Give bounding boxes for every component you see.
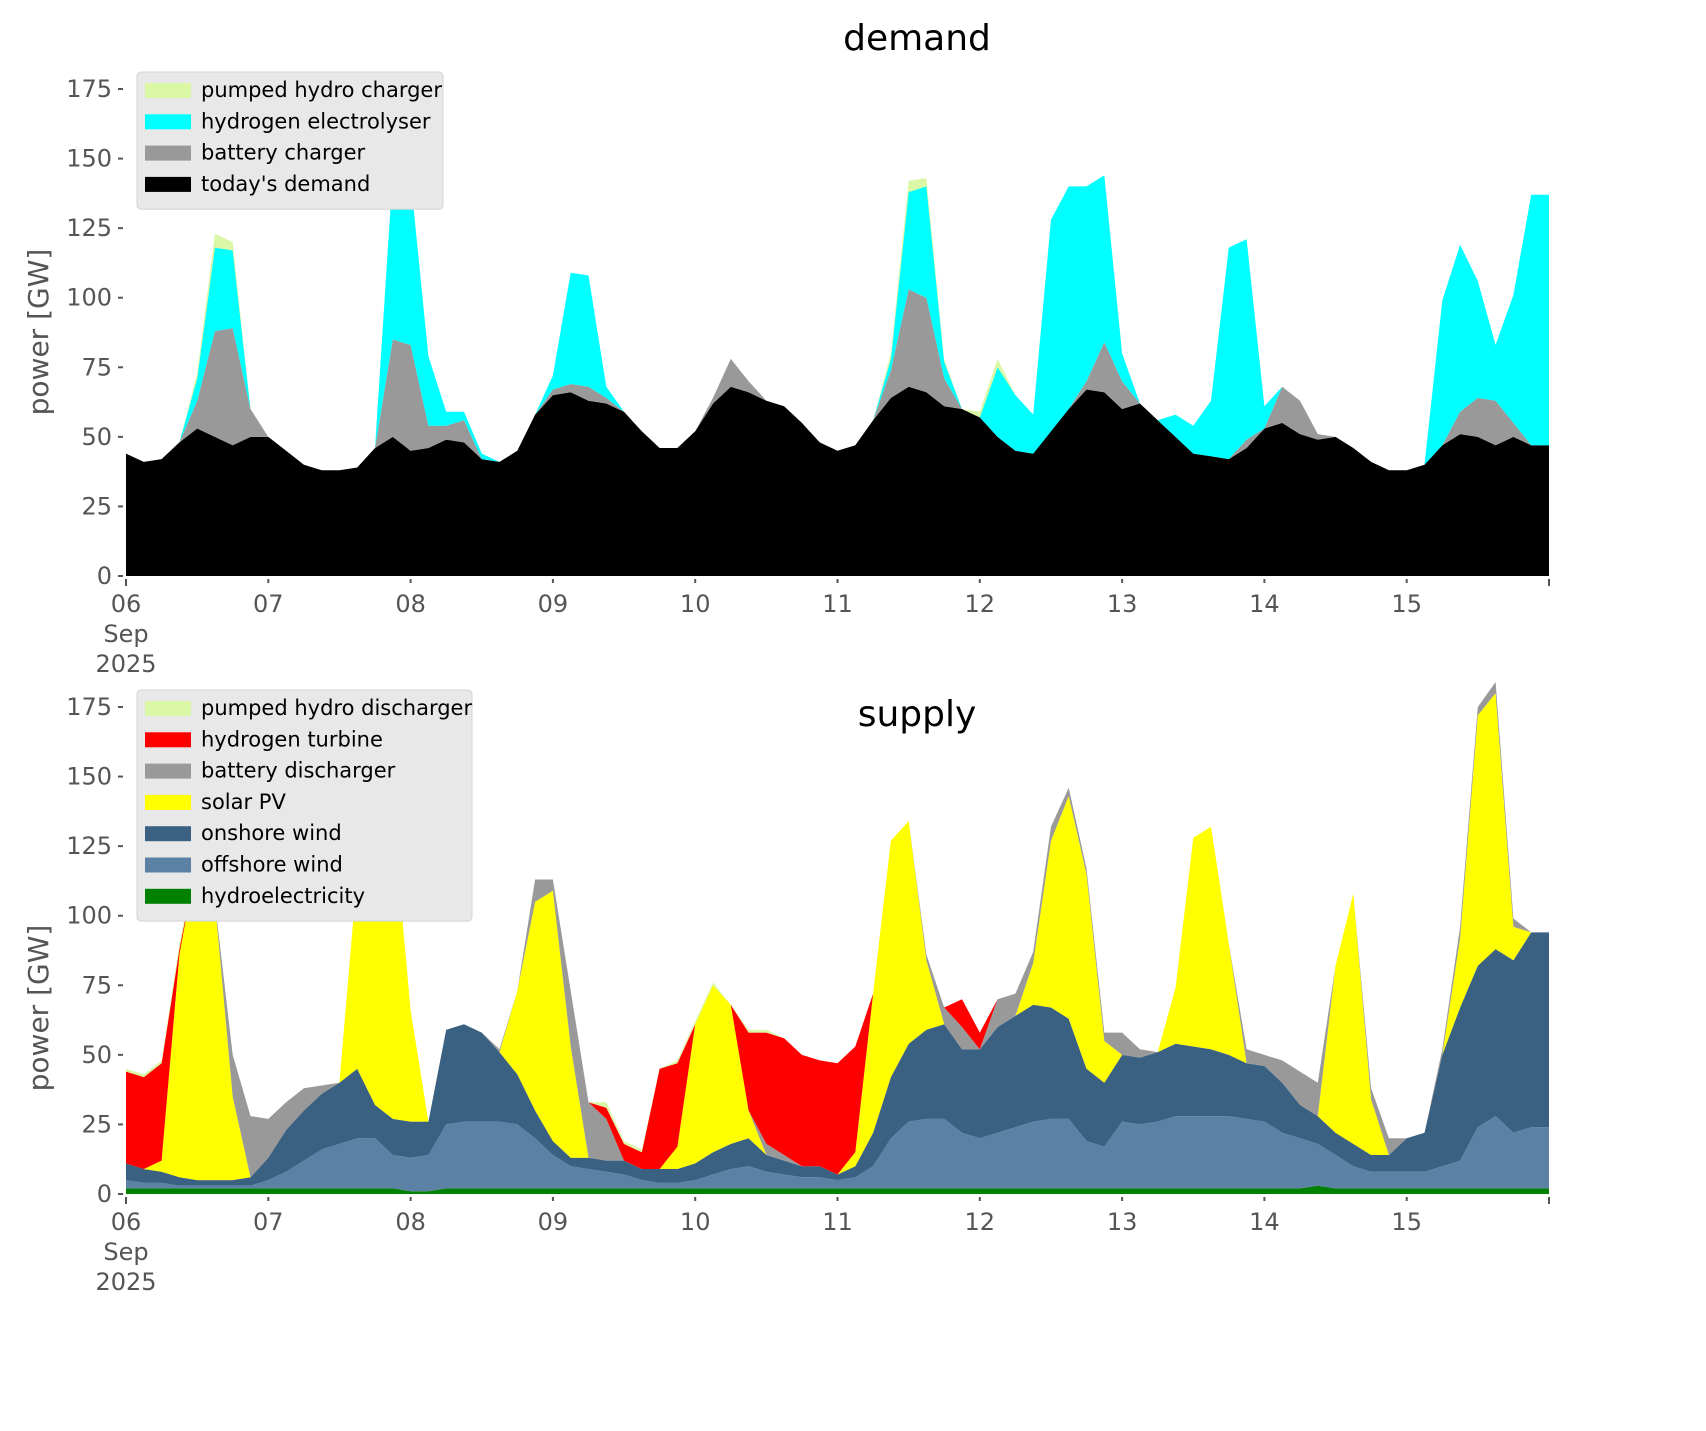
legend-label-pumped-hydro-discharger: pumped hydro discharger [201, 696, 472, 720]
y-tick-label: 25 [81, 1110, 112, 1138]
y-tick-label: 0 [97, 562, 112, 590]
legend-label-onshore-wind: onshore wind [201, 821, 342, 845]
legend-label-pumped-hydro-charger: pumped hydro charger [201, 78, 442, 102]
x-tick-label: 14 [1249, 1208, 1280, 1236]
legend-swatch-offshore-wind [145, 857, 191, 873]
y-tick-label: 100 [66, 284, 112, 312]
area-onshore-wind [126, 932, 1549, 1186]
demand-title: demand [843, 18, 991, 59]
legend-swatch-onshore-wind [145, 826, 191, 842]
x-tick-label: 13 [1107, 590, 1138, 618]
area-pumped-hydro-charger [126, 172, 1549, 471]
legend-swatch-battery-charger [145, 145, 191, 161]
x-tick-label: 13 [1107, 1208, 1138, 1236]
legend-label-battery-discharger: battery discharger [201, 759, 396, 783]
y-tick-label: 150 [66, 145, 112, 173]
area-today-s-demand [126, 386, 1549, 576]
x-tick-label: 15 [1391, 590, 1422, 618]
legend-swatch-battery-discharger [145, 763, 191, 779]
y-tick-label: 0 [97, 1180, 112, 1208]
legend-label-offshore-wind: offshore wind [201, 853, 343, 877]
x-tick-label: 06 [111, 590, 142, 618]
legend-label-hydrogen-electrolyser: hydrogen electrolyser [201, 109, 431, 133]
demand-y-axis-label: power [GW] [22, 249, 55, 416]
area-battery-charger [126, 289, 1549, 471]
legend-swatch-hydroelectricity [145, 888, 191, 904]
legend-swatch-solar-pv [145, 794, 191, 810]
legend-box [136, 71, 444, 210]
demand-y-ticks: 0 25 50 75 100 125 150 175 [66, 75, 123, 590]
area-hydroelectricity [126, 1185, 1549, 1194]
x-tick-label: 09 [538, 590, 569, 618]
legend-label-today-s-demand: today's demand [201, 172, 370, 196]
supply-y-axis-label: power [GW] [22, 925, 55, 1092]
y-tick-label: 150 [66, 763, 112, 791]
supply-areas [126, 682, 1549, 1194]
legend-label-solar-pv: solar PV [201, 790, 286, 814]
x-tick-label: 11 [822, 1208, 853, 1236]
x-tick-label: Sep [103, 1238, 148, 1266]
x-tick-label: 08 [395, 1208, 426, 1236]
x-tick-label: 14 [1249, 590, 1280, 618]
area-hydrogen-electrolyser [126, 172, 1549, 471]
legend-swatch-hydrogen-electrolyser [145, 114, 191, 130]
legend-label-battery-charger: battery charger [201, 141, 366, 165]
legend-label-hydroelectricity: hydroelectricity [201, 884, 365, 908]
legend-swatch-pumped-hydro-discharger [145, 701, 191, 716]
y-tick-label: 25 [81, 492, 112, 520]
x-tick-label: 15 [1391, 1208, 1422, 1236]
y-tick-label: 125 [66, 832, 112, 860]
y-tick-label: 50 [81, 1041, 112, 1069]
x-tick-label: 2025 [95, 650, 156, 678]
legend-label-hydrogen-turbine: hydrogen turbine [201, 727, 383, 751]
x-tick-label: 10 [680, 1208, 711, 1236]
legend-swatch-pumped-hydro-charger [145, 83, 191, 98]
area-battery-discharger [126, 682, 1549, 1178]
x-tick-label: 07 [253, 1208, 284, 1236]
x-tick-label: 10 [680, 590, 711, 618]
y-tick-label: 175 [66, 75, 112, 103]
x-tick-label: 11 [822, 590, 853, 618]
y-tick-label: 100 [66, 902, 112, 930]
x-tick-label: 2025 [95, 1268, 156, 1296]
y-tick-label: 75 [81, 971, 112, 999]
area-offshore-wind [126, 1116, 1549, 1192]
demand-legend: pumped hydro charger hydrogen electrolyse… [136, 71, 444, 210]
x-tick-label: 09 [538, 1208, 569, 1236]
demand-areas [126, 172, 1549, 576]
y-tick-label: 75 [81, 353, 112, 381]
legend-swatch-today-s-demand [145, 176, 191, 192]
area-hydrogen-turbine [126, 682, 1549, 1175]
y-tick-label: 175 [66, 693, 112, 721]
x-tick-label: 07 [253, 590, 284, 618]
x-tick-label: Sep [103, 620, 148, 648]
x-tick-label: 12 [965, 590, 996, 618]
supply-legend: pumped hydro discharger hydrogen turbine b… [136, 689, 473, 922]
legend-box [136, 689, 473, 922]
supply-y-ticks: 0 25 50 75 100 125 150 175 [66, 693, 123, 1208]
legend-swatch-hydrogen-turbine [145, 732, 191, 748]
y-tick-label: 50 [81, 423, 112, 451]
x-tick-label: 12 [965, 1208, 996, 1236]
supply-title: supply [858, 694, 977, 735]
x-tick-label: 08 [395, 590, 426, 618]
x-tick-label: 06 [111, 1208, 142, 1236]
y-tick-label: 125 [66, 214, 112, 242]
